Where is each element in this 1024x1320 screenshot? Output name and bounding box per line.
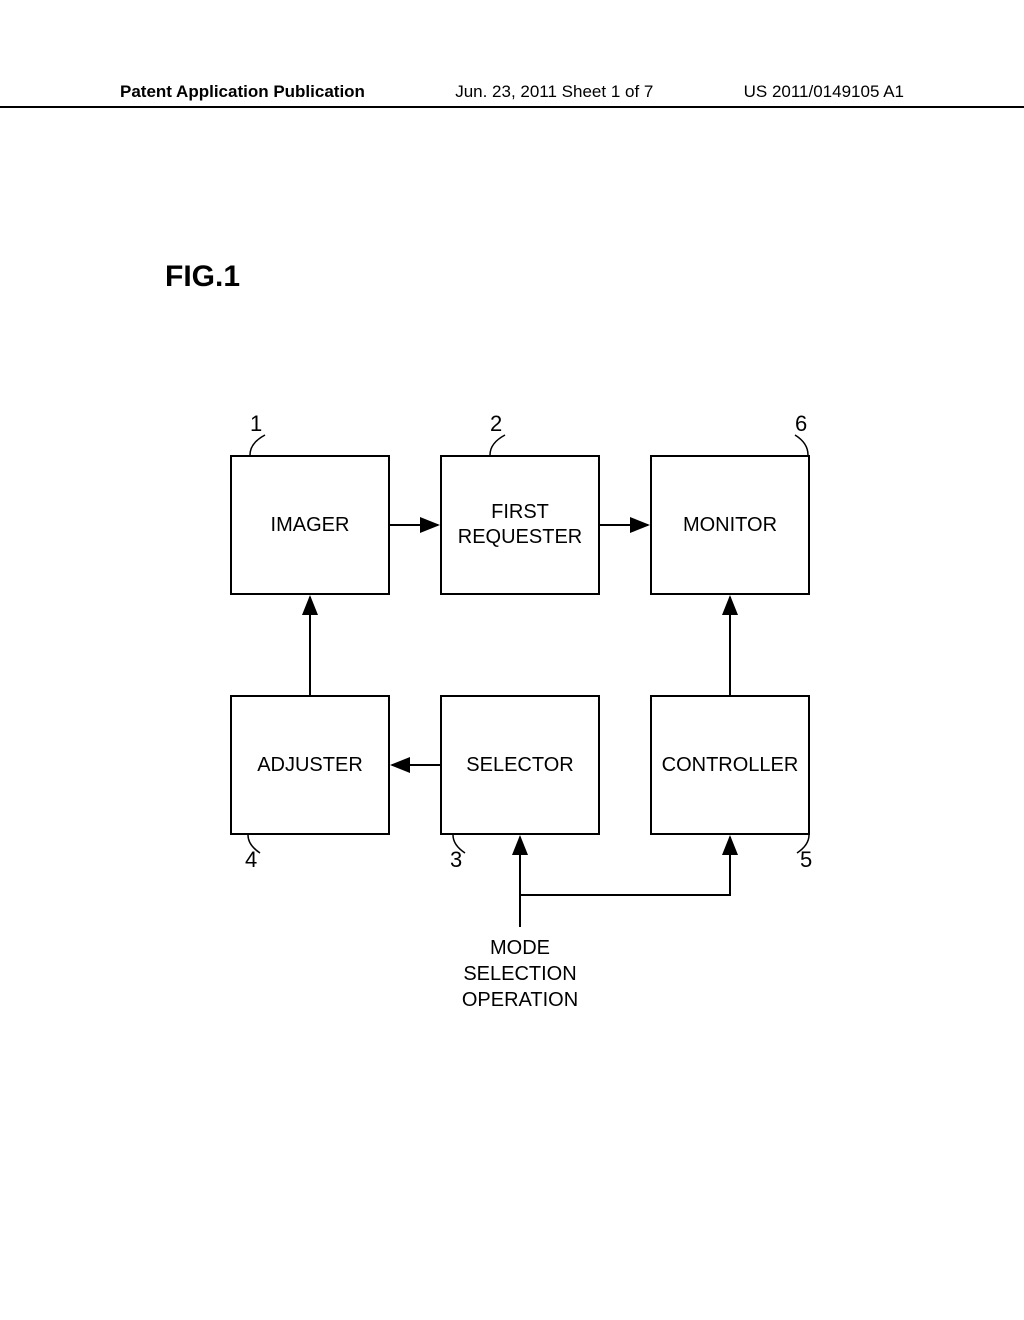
- num-controller: 5: [800, 847, 812, 873]
- figure-label: FIG.1: [165, 260, 240, 294]
- num-requester: 2: [490, 411, 502, 437]
- box-requester-label: FIRSTREQUESTER: [458, 500, 582, 550]
- block-diagram: IMAGER 1 FIRSTREQUESTER 2 MONITOR 6 ADJU…: [210, 395, 830, 995]
- box-selector: SELECTOR: [440, 695, 600, 835]
- leader-1: [250, 435, 265, 455]
- box-requester: FIRSTREQUESTER: [440, 455, 600, 595]
- box-selector-label: SELECTOR: [466, 753, 573, 778]
- leader-6: [795, 435, 808, 455]
- num-adjuster: 4: [245, 847, 257, 873]
- box-adjuster-label: ADJUSTER: [257, 753, 363, 778]
- num-imager: 1: [250, 411, 262, 437]
- mode-selection-label: MODESELECTIONOPERATION: [460, 935, 580, 1013]
- box-adjuster: ADJUSTER: [230, 695, 390, 835]
- box-controller: CONTROLLER: [650, 695, 810, 835]
- header-docnum: US 2011/0149105 A1: [744, 82, 904, 102]
- box-monitor: MONITOR: [650, 455, 810, 595]
- num-selector: 3: [450, 847, 462, 873]
- num-monitor: 6: [795, 411, 807, 437]
- leader-2: [490, 435, 505, 455]
- box-imager: IMAGER: [230, 455, 390, 595]
- arrow-mode-controller: [520, 837, 730, 895]
- box-monitor-label: MONITOR: [683, 513, 777, 538]
- header-publication: Patent Application Publication: [120, 82, 365, 102]
- box-controller-label: CONTROLLER: [662, 753, 799, 778]
- box-imager-label: IMAGER: [271, 513, 350, 538]
- header-date-sheet: Jun. 23, 2011 Sheet 1 of 7: [455, 82, 653, 102]
- page-header: Patent Application Publication Jun. 23, …: [0, 82, 1024, 108]
